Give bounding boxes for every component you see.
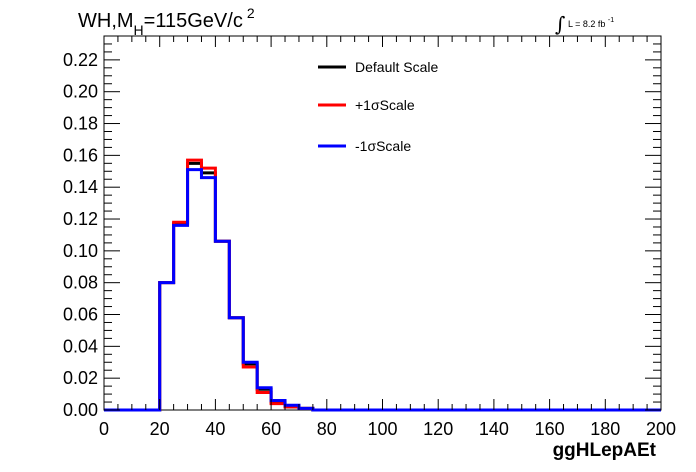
- series-line-2: [104, 168, 661, 412]
- axis-layer: 0 20 40 60 80 100 120 140 160 180 200 0.00 0.02 0.04 0…: [63, 35, 676, 439]
- x-tick-label: 20: [150, 419, 170, 439]
- x-tick-label: 0: [99, 419, 109, 439]
- legend-label-2: -1σScale: [355, 138, 411, 154]
- y-tick-label: 0.22: [63, 50, 98, 70]
- y-tick-label: 0.14: [63, 177, 98, 197]
- legend-label-0: Default Scale: [355, 59, 438, 75]
- x-tick-label: 100: [367, 419, 397, 439]
- y-tick-label: 0.00: [63, 400, 98, 420]
- x-tick-label: 60: [261, 419, 281, 439]
- series-layer: [104, 158, 661, 412]
- luminosity-label: ∫ L = 8.2 fb -1: [555, 8, 615, 36]
- x-tick-label: 40: [205, 419, 225, 439]
- luminosity-text: L = 8.2 fb: [567, 19, 606, 29]
- x-tick-label: 80: [317, 419, 337, 439]
- y-tick-label: 0.08: [63, 273, 98, 293]
- y-tick-label: 0.04: [63, 336, 98, 356]
- title-prefix: WH,M: [78, 10, 134, 32]
- legend: Default Scale +1σScale -1σScale: [318, 59, 438, 154]
- y-tick-label: 0.20: [63, 82, 98, 102]
- x-tick-label: 160: [535, 419, 565, 439]
- legend-label-1: +1σScale: [355, 97, 415, 113]
- title-value: =115GeV/c: [143, 10, 243, 32]
- y-tick-label: 0.12: [63, 209, 98, 229]
- y-tick-label: 0.06: [63, 305, 98, 325]
- y-tick-label: 0.16: [63, 145, 98, 165]
- y-tick-label: 0.02: [63, 368, 98, 388]
- title-superscript: 2: [246, 5, 255, 21]
- x-tick-label: 120: [423, 419, 453, 439]
- title-subscript: H: [133, 22, 144, 38]
- chart-title: WH,MH=115GeV/c 2: [78, 5, 255, 38]
- x-tick-label: 140: [479, 419, 509, 439]
- x-tick-label: 180: [590, 419, 620, 439]
- x-tick-label: 200: [646, 419, 676, 439]
- x-axis-title: ggHLepAEt: [552, 440, 656, 461]
- integral-icon: ∫: [555, 12, 566, 36]
- y-tick-label: 0.18: [63, 114, 98, 134]
- luminosity-superscript: -1: [607, 17, 615, 24]
- y-tick-label: 0.10: [63, 241, 98, 261]
